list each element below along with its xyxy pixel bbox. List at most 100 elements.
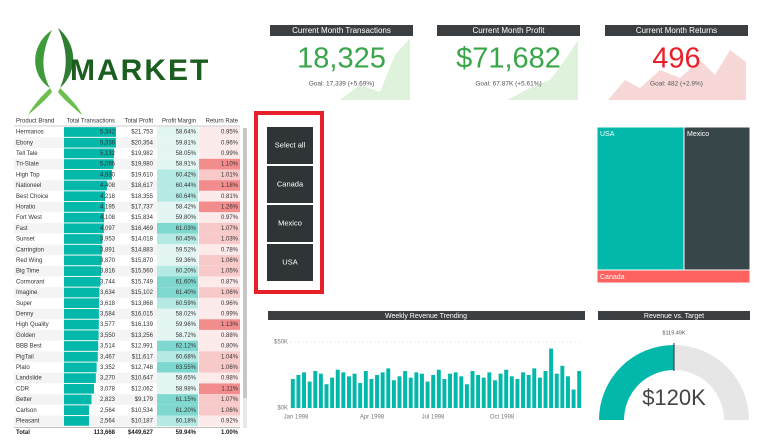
column-header: Total Profit [125,119,154,125]
table-cell: 3,870 [100,258,116,264]
table-cell: 1.13% [221,322,239,328]
treemap-tile [596,269,751,284]
scroll-thumb [243,128,247,398]
bar [403,371,408,408]
slicer-label[interactable]: Mexico [278,218,302,227]
table-cell: 60.44% [176,183,197,189]
cell-heat [157,265,198,277]
bar [436,369,441,408]
table-cell: 0.78% [221,247,239,253]
cell-heat [199,126,240,138]
cell-heat [199,394,240,405]
table-cell: 61.60% [176,279,197,285]
table-cell: 58.65% [176,376,197,382]
data-bar [64,223,104,234]
table-cell: $14,883 [131,247,153,253]
data-bar [64,212,104,223]
cell-heat [199,404,240,416]
cell-heat [157,233,198,245]
table-cell: $12,062 [131,386,153,392]
y-tick-label: $0K [277,406,288,412]
gauge-fill [599,344,675,420]
table-cell: Carlson [16,408,37,414]
table-cell: 4,195 [100,204,116,210]
total-cell: $449,627 [128,430,154,436]
row-band [14,415,240,427]
bar [391,380,396,408]
slicer-button[interactable] [267,205,313,242]
slicer-button[interactable] [267,244,313,281]
table-cell: 3,577 [100,322,116,328]
table-cell: 0.87% [221,279,239,285]
total-cell: 59.94% [176,430,197,436]
bar [369,378,374,408]
data-bar [64,394,92,405]
table-cell: Carrington [16,247,44,253]
x-tick-label: Apr 1998 [360,415,385,421]
table-cell: $15,870 [131,258,153,264]
bar [375,375,380,408]
bar [453,372,458,408]
kpi-title: Current Month Returns [636,26,717,35]
bar [442,378,447,408]
table-cell: Golden [16,333,35,339]
table-cell: Ebony [16,140,33,146]
row-band [14,372,240,384]
bar [352,373,357,408]
table-cell: $10,187 [131,418,153,424]
cell-heat [199,244,240,256]
x-tick-label: Oct 1998 [490,415,515,421]
x-tick-label: Jan 1998 [284,415,309,421]
data-bar [64,319,99,330]
cell-heat [157,297,198,309]
bar [521,372,526,408]
data-bar [64,373,96,383]
table-cell: $15,834 [131,215,153,221]
slicer-label[interactable]: Select all [275,140,306,149]
column-header: Return Rate [206,119,239,125]
table-cell: $19,980 [131,162,153,168]
cell-heat [157,169,198,181]
gauge-header [598,311,750,320]
bar [543,371,548,408]
table-cell: 1.11% [221,386,238,392]
table-cell: $12,748 [131,365,153,371]
cell-heat [157,190,198,202]
kpi-value: $71,682 [456,43,561,75]
slicer-button[interactable] [267,166,313,203]
table-cell: 4,097 [100,226,116,232]
slicer-label[interactable]: USA [282,257,297,266]
table-cell: Fast [16,226,28,232]
table-cell: 2,823 [100,397,116,403]
bar [296,375,301,408]
table-cell: 3,550 [100,333,116,339]
bar [302,372,307,408]
cell-heat [157,276,198,288]
data-bar [64,309,99,319]
bar [335,369,340,408]
cell-heat [199,362,240,373]
table-cell: 1.04% [221,354,239,360]
table-cell: 3,514 [100,344,116,350]
table-cell: $11,617 [132,354,154,360]
treemap-label: Canada [600,274,625,281]
bar [290,378,295,408]
bar [346,376,351,408]
column-header: Product Brand [16,119,54,125]
y-tick-label: $50K [274,340,288,346]
logo: MARKET [28,28,208,115]
slicer-label[interactable]: Canada [277,179,304,188]
cell-heat [157,287,198,298]
table-cell: High Quality [16,322,49,328]
cell-heat [199,233,240,245]
table-cell: $19,610 [131,172,153,178]
table-cell: 1.26% [221,204,239,210]
slicer-button[interactable] [267,127,313,164]
table-cell: 60.42% [176,172,197,178]
data-bar [64,244,102,255]
bar [509,376,514,408]
data-bar [64,255,102,266]
table-cell: 60.68% [176,354,197,360]
table-cell: Plato [16,365,30,371]
table-cell: $18,617 [131,183,153,189]
